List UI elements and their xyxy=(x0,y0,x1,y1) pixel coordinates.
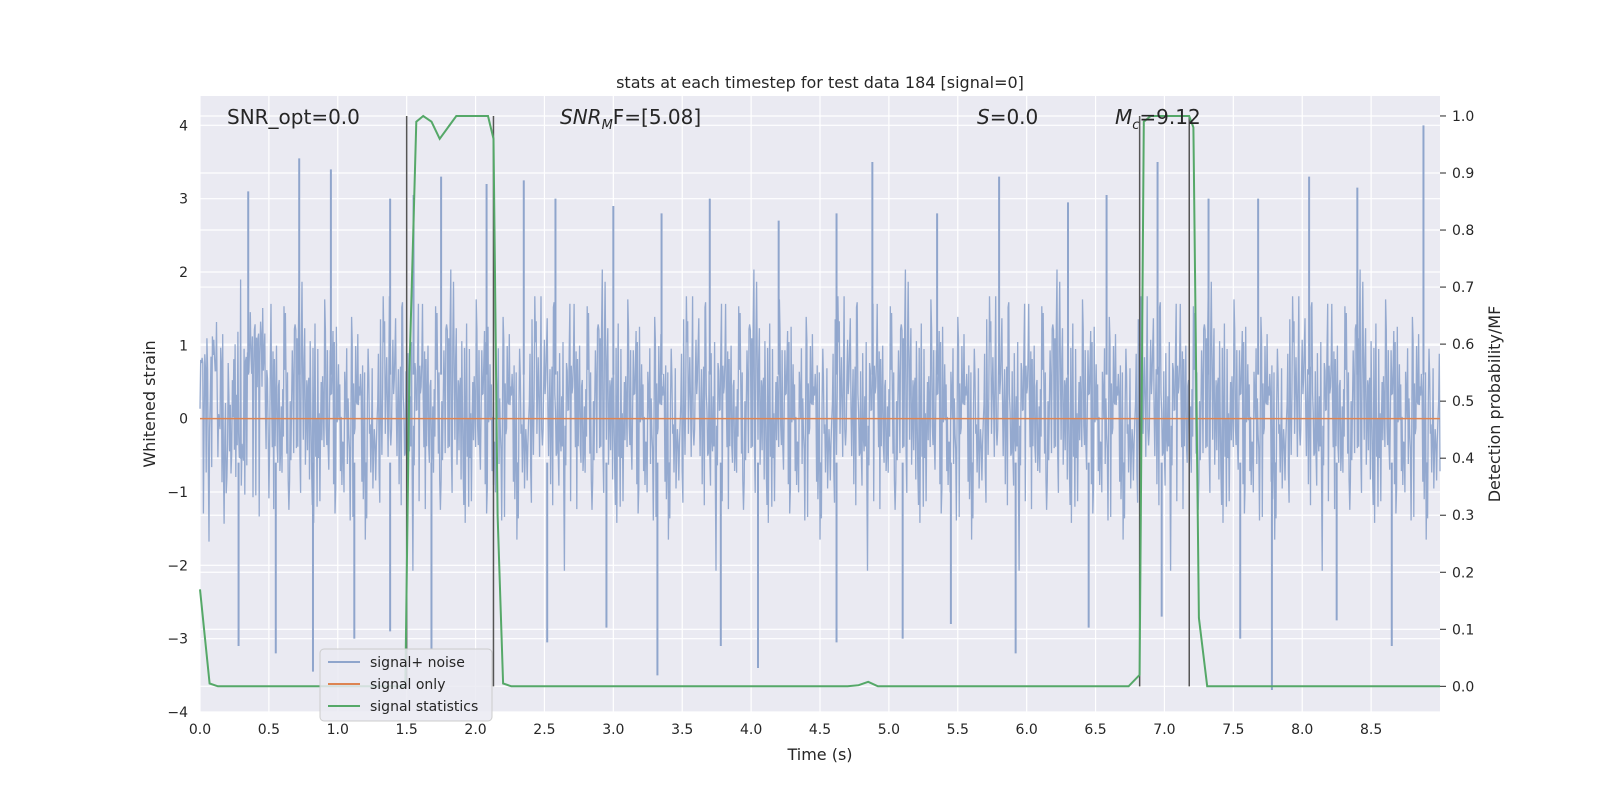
x-tick-label: 3.0 xyxy=(602,722,624,738)
y-tick-label-left: −2 xyxy=(167,558,188,574)
annotation-s: S=0.0 xyxy=(977,105,1038,129)
x-tick-label: 1.5 xyxy=(396,722,418,738)
annotation-mc: Mc=9.12 xyxy=(1115,105,1201,133)
chart-title: stats at each timestep for test data 184… xyxy=(616,73,1024,92)
legend-label-signal-only: signal only xyxy=(370,677,445,693)
y-axis-label-right: Detection probability/MF xyxy=(1485,306,1504,503)
x-tick-label: 1.0 xyxy=(327,722,349,738)
x-tick-label: 7.0 xyxy=(1153,722,1175,738)
annotation-s-label: S xyxy=(977,105,990,129)
y-tick-label-right: 0.6 xyxy=(1452,337,1474,353)
x-tick-label: 8.5 xyxy=(1360,722,1382,738)
y-tick-label-right: 0.0 xyxy=(1452,679,1474,695)
y-tick-label-right: 0.5 xyxy=(1452,394,1474,410)
x-tick-label: 2.5 xyxy=(533,722,555,738)
y-tick-label-right: 0.1 xyxy=(1452,622,1474,638)
legend-label-signal-statistics: signal statistics xyxy=(370,699,478,715)
x-tick-label: 4.5 xyxy=(809,722,831,738)
annotation-snr-mf-rest: F=[5.08] xyxy=(613,105,701,129)
y-tick-label-right: 0.8 xyxy=(1452,223,1474,239)
annotation-snr-opt: SNR_opt=0.0 xyxy=(227,105,360,129)
legend-label-signal-noise: signal+ noise xyxy=(370,655,465,671)
x-tick-label: 0.5 xyxy=(258,722,280,738)
x-tick-label: 3.5 xyxy=(671,722,693,738)
legend: signal+ noise signal only signal statist… xyxy=(319,648,493,722)
x-tick-label: 5.0 xyxy=(878,722,900,738)
y-tick-label-right: 0.3 xyxy=(1452,508,1474,524)
annotation-mc-rest: =9.12 xyxy=(1139,105,1200,129)
annotation-mc-label: M xyxy=(1115,105,1132,129)
y-ticks-right: 0.0 0.1 0.2 0.3 0.4 0.5 0.6 0.7 0.8 0.9 1.0 xyxy=(1440,109,1474,695)
x-ticks: 0.0 0.5 1.0 1.5 2.0 2.5 3.0 3.5 4.0 4.5 5.0 5.5 6.0 6… xyxy=(189,722,1382,738)
y-tick-label-right: 0.2 xyxy=(1452,565,1474,581)
x-tick-label: 7.5 xyxy=(1222,722,1244,738)
x-tick-label: 6.5 xyxy=(1084,722,1106,738)
x-tick-label: 6.0 xyxy=(1016,722,1038,738)
series-signal-statistics xyxy=(199,114,1440,688)
annotation-s-rest: =0.0 xyxy=(990,105,1039,129)
y-tick-label-left: −4 xyxy=(167,705,188,721)
y-tick-label-right: 1.0 xyxy=(1452,109,1474,125)
y-tick-label-left: −3 xyxy=(167,632,188,648)
y-tick-label-left: 4 xyxy=(179,118,188,134)
x-tick-label: 0.0 xyxy=(189,722,211,738)
y-tick-label-right: 0.4 xyxy=(1452,451,1474,467)
x-tick-label: 5.5 xyxy=(947,722,969,738)
y-tick-label-left: 3 xyxy=(179,192,188,208)
annotation-snr-mf: SNRMF=[5.08] xyxy=(560,105,701,133)
y-ticks-left: −4 −3 −2 −1 0 1 2 3 4 xyxy=(167,118,188,721)
y-tick-label-left: 2 xyxy=(179,265,188,281)
x-axis-label: Time (s) xyxy=(786,745,852,764)
y-tick-label-right: 0.7 xyxy=(1452,280,1474,296)
x-tick-label: 2.0 xyxy=(464,722,486,738)
x-tick-label: 4.0 xyxy=(740,722,762,738)
x-tick-label: 8.0 xyxy=(1291,722,1313,738)
y-tick-label-left: −1 xyxy=(167,485,188,501)
annotation-snr-mf-sub: M xyxy=(602,118,613,133)
y-tick-label-left: 1 xyxy=(179,338,188,354)
y-axis-label-left: Whitened strain xyxy=(140,340,159,467)
legend-box xyxy=(319,648,493,722)
signal-statistics-line xyxy=(199,114,1440,688)
y-tick-label-left: 0 xyxy=(179,412,188,428)
y-tick-label-right: 0.9 xyxy=(1452,166,1474,182)
annotation-snr-mf-label: SNR xyxy=(560,105,602,129)
annotation-mc-sub: c xyxy=(1132,118,1139,133)
